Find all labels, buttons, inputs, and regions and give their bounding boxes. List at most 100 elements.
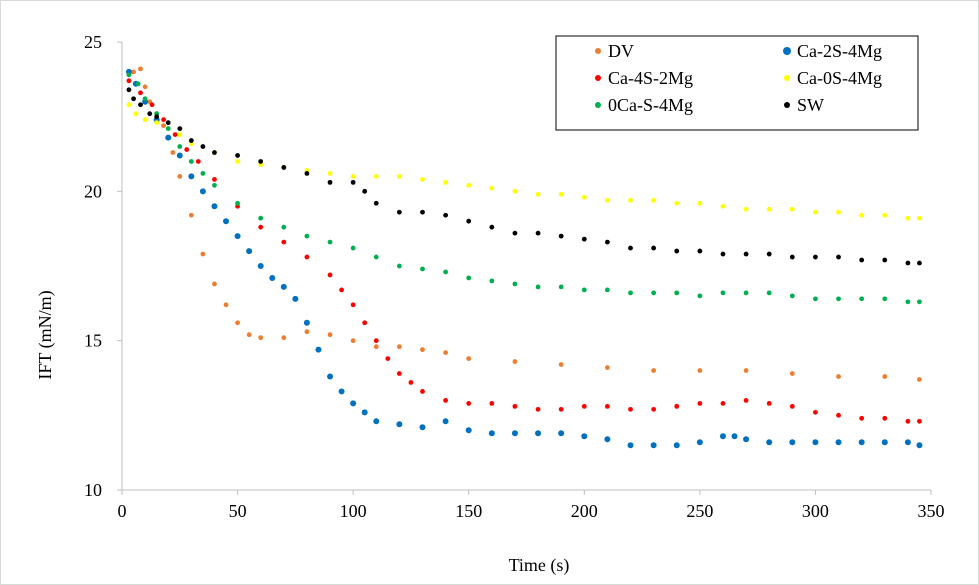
x-tick-label: 200	[571, 501, 598, 521]
data-point	[257, 263, 264, 269]
data-point	[489, 278, 495, 284]
data-point	[133, 111, 139, 117]
data-point	[281, 165, 287, 170]
data-point	[917, 260, 922, 266]
data-point	[766, 251, 772, 257]
data-point	[605, 287, 610, 293]
data-point	[558, 191, 564, 197]
data-point	[651, 245, 657, 251]
data-point	[350, 338, 356, 344]
data-point	[281, 335, 287, 341]
data-point	[813, 296, 818, 302]
legend-box	[555, 35, 919, 131]
data-point	[628, 406, 633, 412]
data-point	[212, 150, 217, 155]
y-tick-label: 25	[84, 32, 102, 52]
data-point	[674, 200, 680, 206]
data-point	[176, 152, 183, 159]
data-point	[304, 233, 310, 239]
data-point	[408, 380, 414, 385]
data-point	[743, 206, 749, 212]
legend-label: Ca-4S-2Mg	[608, 68, 693, 88]
data-point	[420, 266, 425, 272]
data-point	[605, 403, 610, 409]
data-point	[315, 346, 322, 353]
x-tick-label: 150	[455, 501, 482, 521]
data-point	[212, 176, 217, 182]
data-point	[720, 251, 726, 257]
data-point	[836, 374, 841, 379]
legend-label: SW	[797, 95, 824, 115]
data-point	[628, 290, 633, 296]
data-point	[161, 123, 167, 129]
data-point	[466, 275, 472, 281]
data-point	[881, 439, 888, 446]
data-point	[512, 281, 518, 287]
data-point	[235, 200, 240, 206]
data-point	[443, 179, 448, 185]
data-point	[258, 335, 264, 341]
data-point	[385, 356, 391, 361]
data-point	[212, 182, 217, 188]
data-point	[720, 400, 726, 406]
data-point	[258, 159, 264, 164]
data-point	[126, 102, 132, 108]
data-point	[373, 200, 379, 206]
legend-marker	[595, 48, 601, 54]
data-point	[697, 293, 703, 299]
data-point	[558, 406, 564, 412]
data-point	[743, 398, 749, 403]
data-points	[125, 66, 923, 449]
data-point	[558, 430, 565, 437]
data-point	[697, 200, 703, 206]
data-point	[917, 418, 922, 424]
data-point	[917, 215, 922, 221]
data-point	[882, 415, 888, 421]
data-point	[419, 424, 426, 431]
data-point	[535, 430, 542, 437]
legend-label: DV	[608, 41, 634, 61]
data-point	[304, 329, 310, 335]
data-point	[905, 299, 911, 305]
data-point	[627, 442, 634, 449]
data-point	[195, 159, 201, 164]
data-point	[154, 120, 160, 126]
data-point	[651, 406, 657, 412]
data-point	[246, 332, 252, 338]
data-point	[327, 272, 333, 278]
data-point	[223, 302, 229, 308]
data-point	[362, 320, 368, 326]
data-point	[605, 239, 610, 245]
data-point	[396, 263, 402, 269]
data-point	[443, 350, 448, 356]
data-point	[327, 179, 333, 185]
legend-label: 0Ca-S-4Mg	[608, 95, 693, 115]
data-point	[420, 389, 425, 394]
data-point	[882, 257, 888, 263]
legend-marker	[784, 75, 790, 81]
data-point	[720, 203, 726, 209]
data-point	[489, 185, 495, 191]
data-point	[697, 368, 703, 373]
data-point	[165, 134, 172, 141]
data-point	[281, 224, 287, 230]
data-point	[138, 90, 143, 96]
data-point	[917, 377, 922, 382]
data-point	[443, 398, 448, 403]
data-point	[327, 239, 333, 245]
data-point	[789, 439, 796, 446]
data-point	[466, 400, 472, 406]
data-point	[859, 296, 865, 302]
data-point	[235, 320, 240, 326]
data-point	[420, 176, 425, 182]
data-point	[466, 356, 472, 361]
data-point	[581, 236, 587, 242]
data-point	[674, 290, 680, 296]
data-point	[558, 362, 564, 367]
data-point	[766, 439, 773, 446]
data-point	[489, 400, 495, 406]
data-point	[339, 287, 344, 293]
data-point	[535, 284, 541, 290]
data-point	[581, 194, 587, 200]
data-point	[350, 245, 356, 251]
